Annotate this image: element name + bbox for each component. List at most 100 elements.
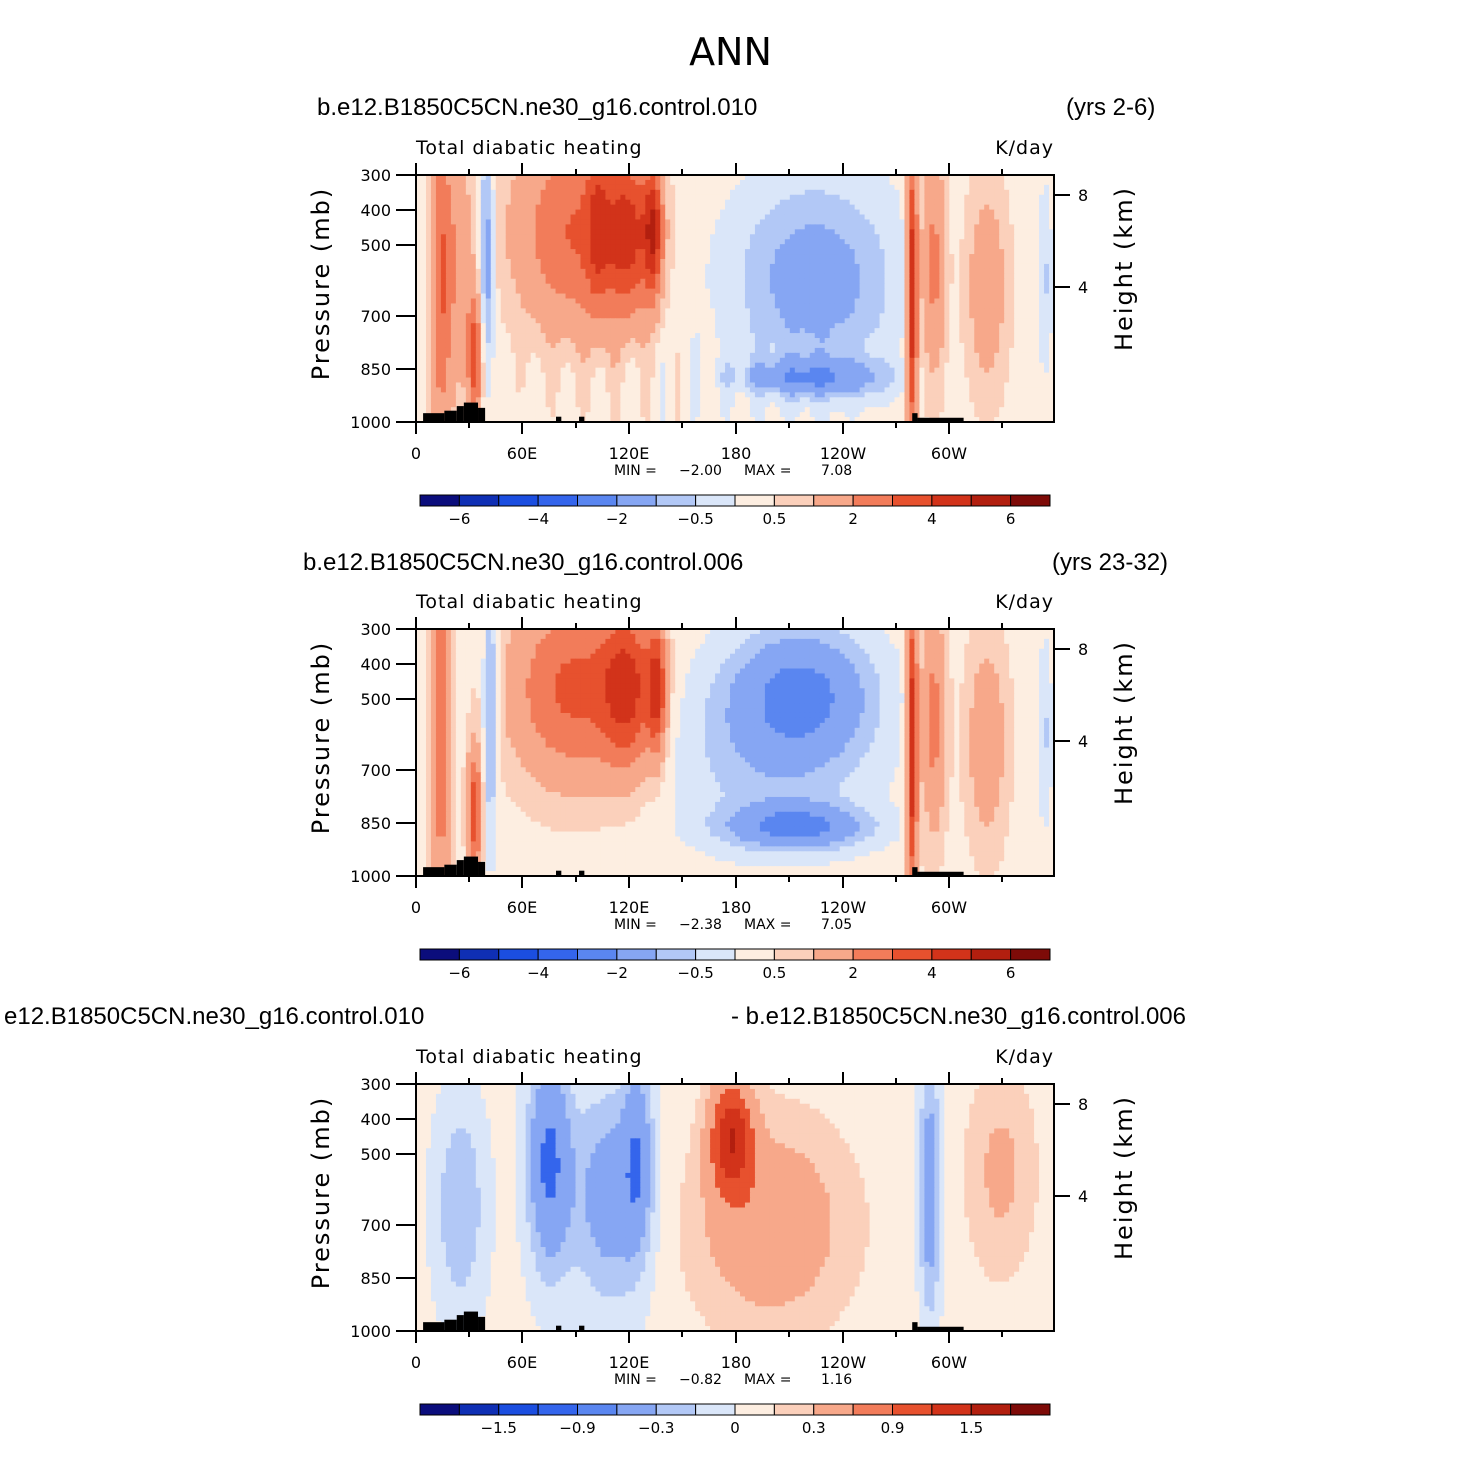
field-cell bbox=[989, 199, 995, 206]
field-cell bbox=[924, 209, 930, 216]
field-cell bbox=[520, 318, 527, 324]
field-cell bbox=[445, 362, 452, 369]
field-cell bbox=[600, 204, 606, 211]
field-cell bbox=[949, 357, 955, 364]
field-cell bbox=[804, 273, 811, 280]
field-cell bbox=[515, 258, 522, 265]
field-cell bbox=[420, 303, 427, 309]
field-cell bbox=[605, 308, 611, 314]
field-cell bbox=[1044, 293, 1050, 300]
field-cell bbox=[1039, 249, 1045, 255]
field-cell bbox=[610, 209, 616, 216]
field-cell bbox=[1004, 219, 1010, 225]
field-cell bbox=[570, 249, 577, 255]
field-cell bbox=[1049, 308, 1055, 314]
field-cell bbox=[884, 194, 891, 201]
field-cell bbox=[794, 273, 801, 280]
field-cell bbox=[879, 362, 886, 369]
field-cell bbox=[844, 209, 851, 216]
field-cell bbox=[989, 234, 995, 240]
field-cell bbox=[620, 323, 626, 329]
field-cell bbox=[610, 323, 616, 329]
field-cell bbox=[989, 219, 995, 225]
field-cell bbox=[500, 219, 507, 225]
field-cell bbox=[565, 244, 572, 250]
field-cell bbox=[595, 239, 602, 245]
field-cell bbox=[894, 234, 901, 240]
field-cell bbox=[874, 268, 881, 275]
field-cell bbox=[749, 303, 756, 309]
field-cell bbox=[794, 179, 801, 186]
field-cell bbox=[660, 273, 666, 280]
field-cell bbox=[904, 342, 911, 349]
field-cell bbox=[964, 342, 970, 349]
field-cell bbox=[954, 318, 960, 324]
field-cell bbox=[665, 362, 671, 369]
field-cell bbox=[710, 249, 716, 255]
field-cell bbox=[685, 179, 691, 186]
field-cell bbox=[979, 254, 985, 260]
field-cell bbox=[799, 229, 806, 235]
field-cell bbox=[520, 328, 527, 334]
field-cell bbox=[445, 224, 452, 230]
field-cell bbox=[804, 194, 811, 201]
field-cell bbox=[739, 175, 746, 181]
field-cell bbox=[849, 308, 856, 314]
field-cell bbox=[710, 298, 716, 305]
field-cell bbox=[700, 303, 706, 309]
field-cell bbox=[934, 239, 940, 245]
field-cell bbox=[924, 288, 930, 295]
field-cell bbox=[665, 352, 671, 359]
field-cell bbox=[490, 328, 497, 334]
field-cell bbox=[460, 342, 467, 349]
field-cell bbox=[640, 234, 646, 240]
field-cell bbox=[585, 268, 592, 275]
field-cell bbox=[505, 194, 512, 201]
field-cell bbox=[909, 224, 916, 230]
field-cell bbox=[570, 204, 577, 211]
field-cell bbox=[545, 229, 552, 235]
field-cell bbox=[525, 283, 532, 290]
field-cell bbox=[615, 234, 621, 240]
field-cell bbox=[585, 283, 592, 290]
field-cell bbox=[949, 194, 955, 201]
field-cell bbox=[1004, 278, 1010, 285]
field-cell bbox=[899, 204, 906, 211]
field-cell bbox=[625, 249, 631, 255]
field-cell bbox=[1019, 254, 1025, 260]
field-cell bbox=[725, 298, 731, 305]
field-cell bbox=[1039, 278, 1045, 285]
field-cell bbox=[954, 229, 960, 235]
field-cell bbox=[1004, 244, 1010, 250]
field-cell bbox=[420, 273, 427, 280]
field-cell bbox=[525, 288, 532, 295]
field-cell bbox=[924, 224, 930, 230]
field-cell bbox=[460, 352, 467, 359]
field-cell bbox=[874, 194, 881, 201]
field-cell bbox=[540, 214, 547, 221]
field-cell bbox=[874, 273, 881, 280]
field-cell bbox=[505, 352, 512, 359]
field-cell bbox=[999, 273, 1005, 280]
field-cell bbox=[1014, 298, 1020, 305]
field-cell bbox=[725, 313, 731, 319]
field-cell bbox=[425, 352, 432, 359]
field-cell bbox=[979, 184, 985, 191]
field-cell bbox=[889, 175, 896, 181]
field-cell bbox=[610, 175, 616, 181]
field-cell bbox=[730, 179, 736, 186]
field-cell bbox=[675, 333, 681, 339]
field-cell bbox=[814, 234, 821, 240]
field-cell bbox=[515, 229, 522, 235]
field-cell bbox=[620, 283, 626, 290]
field-cell bbox=[580, 313, 587, 319]
field-cell bbox=[1009, 214, 1015, 221]
field-cell bbox=[904, 254, 911, 260]
field-cell bbox=[789, 293, 796, 300]
field-cell bbox=[455, 199, 462, 206]
field-cell bbox=[794, 357, 801, 364]
field-cell bbox=[874, 288, 881, 295]
field-cell bbox=[455, 288, 462, 295]
field-cell bbox=[600, 347, 606, 354]
field-cell bbox=[605, 273, 611, 280]
